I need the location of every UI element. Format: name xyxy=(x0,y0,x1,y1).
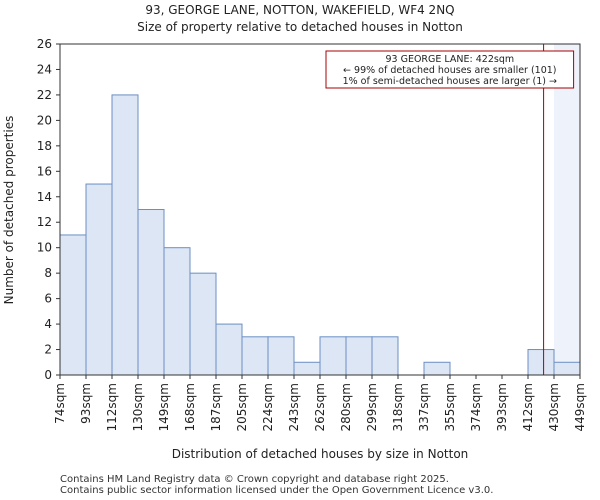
bar-187sqm xyxy=(215,323,243,376)
y-tick-label: 14 xyxy=(37,190,52,204)
bar-299sqm xyxy=(371,336,399,376)
x-axis: 74sqm 93sqm 112sqm 130sqm 149sqm 168sqm 187sqm… xyxy=(53,375,587,431)
y-tick-label: 26 xyxy=(37,37,52,51)
bar-168sqm xyxy=(189,272,217,376)
x-tick-label-337sqm: 337sqm xyxy=(417,383,431,431)
x-tick-label-430sqm: 430sqm xyxy=(547,383,561,431)
annotation-line-1: 93 GEORGE LANE: 422sqm xyxy=(385,54,514,65)
annotation-line-2: ← 99% of detached houses are smaller (10… xyxy=(343,65,556,76)
x-tick-label-74sqm: 74sqm xyxy=(53,383,67,424)
highlight-region xyxy=(554,44,580,375)
x-tick-label-149sqm: 149sqm xyxy=(157,383,171,431)
y-tick-label: 16 xyxy=(37,164,52,178)
x-tick-label-168sqm: 168sqm xyxy=(183,383,197,431)
x-tick-label-299sqm: 299sqm xyxy=(365,383,379,431)
y-tick-label: 12 xyxy=(37,215,52,229)
annotation-box: 93 GEORGE LANE: 422sqm ← 99% of detached… xyxy=(325,50,575,89)
bar-130sqm xyxy=(137,209,165,376)
x-tick-label-205sqm: 205sqm xyxy=(235,383,249,431)
x-tick-label-130sqm: 130sqm xyxy=(131,383,145,431)
y-tick-label: 4 xyxy=(44,317,52,331)
bar-74sqm xyxy=(59,234,87,376)
bar-224sqm xyxy=(267,336,295,376)
x-tick-label-355sqm: 355sqm xyxy=(443,383,457,431)
annotation-frame xyxy=(325,50,575,89)
x-tick-label-412sqm: 412sqm xyxy=(521,383,535,431)
y-tick-label: 0 xyxy=(44,368,52,382)
x-tick-label-393sqm: 393sqm xyxy=(495,383,509,431)
x-tick-label-374sqm: 374sqm xyxy=(469,383,483,431)
bar-280sqm xyxy=(345,336,373,376)
y-tick-label: 10 xyxy=(37,241,52,255)
highlight-band xyxy=(554,44,580,375)
x-tick-label-112sqm: 112sqm xyxy=(105,383,119,431)
bar-243sqm xyxy=(293,361,321,376)
x-tick-label-262sqm: 262sqm xyxy=(313,383,327,431)
annotation-line-3: 1% of semi-detached houses are larger (1… xyxy=(343,76,557,87)
bar-93sqm xyxy=(85,183,113,376)
x-tick-label-280sqm: 280sqm xyxy=(339,383,353,431)
footer-line-1: Contains HM Land Registry data © Crown c… xyxy=(60,474,449,485)
x-tick-label-449sqm: 449sqm xyxy=(573,383,587,431)
bar-430sqm xyxy=(553,361,581,376)
y-tick-label: 2 xyxy=(44,343,52,357)
x-tick-label-243sqm: 243sqm xyxy=(287,383,301,431)
x-tick-label-187sqm: 187sqm xyxy=(209,383,223,431)
bar-262sqm xyxy=(319,336,347,376)
bar-412sqm xyxy=(527,349,555,376)
x-axis-label: Distribution of detached houses by size … xyxy=(172,447,469,461)
x-tick-label-224sqm: 224sqm xyxy=(261,383,275,431)
y-tick-label: 20 xyxy=(37,113,52,127)
bar-337sqm xyxy=(423,361,451,376)
chart-subtitle: Size of property relative to detached ho… xyxy=(137,20,463,34)
x-tick-label-93sqm: 93sqm xyxy=(79,383,93,424)
y-tick-label: 8 xyxy=(44,266,52,280)
footer-line-2: Contains public sector information licen… xyxy=(60,485,493,496)
y-tick-label: 6 xyxy=(44,292,52,306)
bar-149sqm xyxy=(163,247,191,376)
bar-205sqm xyxy=(241,336,269,376)
x-tick-label-318sqm: 318sqm xyxy=(391,383,405,431)
y-tick-label: 18 xyxy=(37,139,52,153)
chart-title: 93, GEORGE LANE, NOTTON, WAKEFIELD, WF4 … xyxy=(145,3,454,17)
y-axis-label: Number of detached properties xyxy=(2,116,16,305)
y-tick-label: 24 xyxy=(37,62,52,76)
bars xyxy=(59,94,581,376)
y-tick-label: 22 xyxy=(37,88,52,102)
bar-112sqm xyxy=(111,94,139,376)
